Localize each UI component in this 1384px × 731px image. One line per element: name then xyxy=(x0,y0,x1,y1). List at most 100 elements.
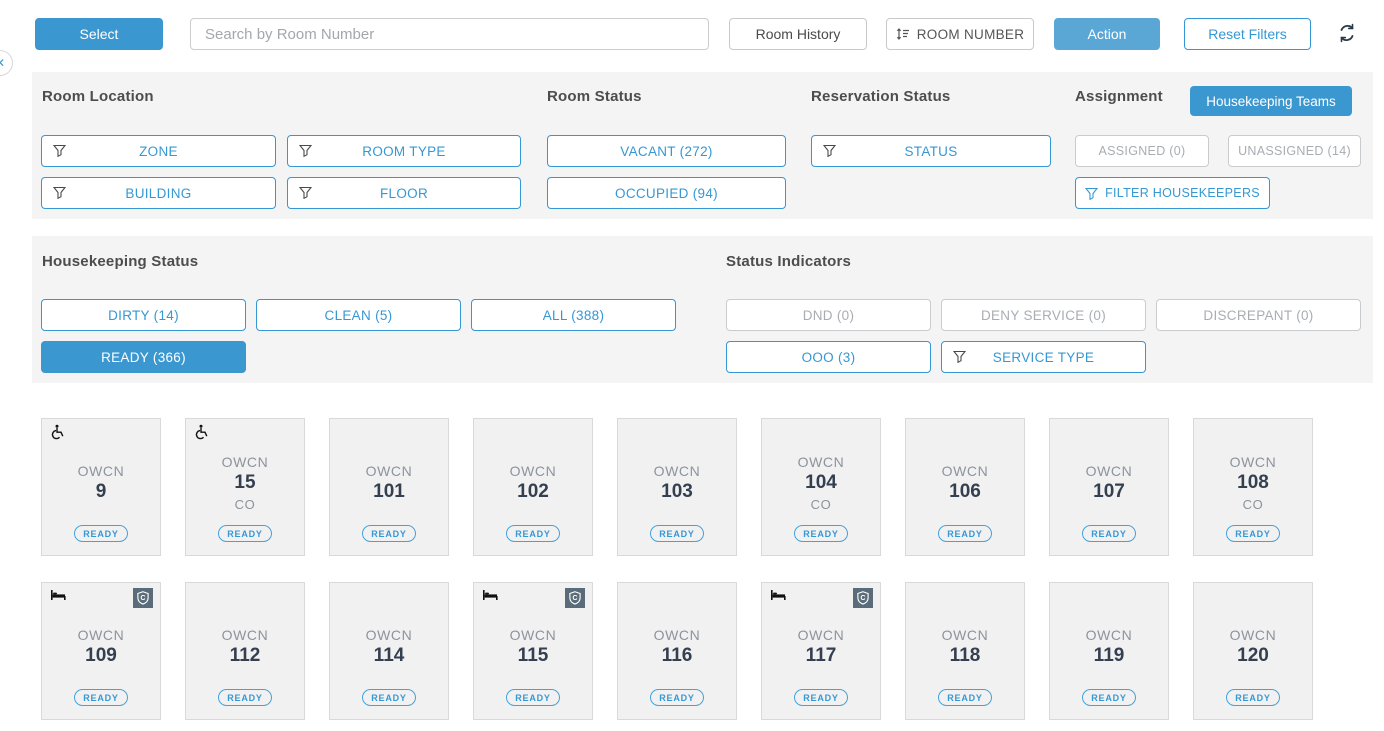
room-status-badge: READY xyxy=(1226,689,1280,706)
room-card[interactable]: C OWCN 115 READY xyxy=(473,582,593,720)
room-type-label: OWCN xyxy=(77,627,125,643)
room-type-label: OWCN xyxy=(365,463,413,479)
room-status-badge: READY xyxy=(650,525,704,542)
svg-text:C: C xyxy=(572,593,577,602)
room-status-badge: READY xyxy=(1226,525,1280,542)
room-number: 117 xyxy=(805,645,837,666)
room-card[interactable]: OWCN 9 READY xyxy=(41,418,161,556)
room-status-badge: READY xyxy=(362,525,416,542)
room-number: 15 xyxy=(234,472,256,493)
room-number: 116 xyxy=(661,645,693,666)
room-status-badge: READY xyxy=(506,689,560,706)
room-number: 118 xyxy=(949,645,981,666)
connecting-room-shield-badge: C xyxy=(853,588,873,608)
room-type-label: OWCN xyxy=(1085,463,1133,479)
room-type-label: OWCN xyxy=(653,627,701,643)
housekeeping-teams-button[interactable]: Housekeeping Teams xyxy=(1190,86,1352,116)
room-number: 102 xyxy=(517,481,549,502)
clean-filter-button[interactable]: CLEAN (5) xyxy=(256,299,461,331)
room-type-label: OWCN xyxy=(509,627,557,643)
reservation-indicator-label: CO xyxy=(234,497,256,512)
select-button[interactable]: Select xyxy=(35,18,163,50)
all-filter-button[interactable]: ALL (388) xyxy=(471,299,676,331)
status-indicators-heading: Status Indicators xyxy=(726,253,852,270)
filter-housekeepers-button[interactable]: FILTER HOUSEKEEPERS xyxy=(1075,177,1270,209)
reset-filters-button[interactable]: Reset Filters xyxy=(1184,18,1311,50)
room-number: 106 xyxy=(949,481,981,502)
room-card[interactable]: OWCN 104 CO READY xyxy=(761,418,881,556)
room-card[interactable]: OWCN 106 READY xyxy=(905,418,1025,556)
reservation-status-heading: Reservation Status xyxy=(811,88,951,105)
room-status-badge: READY xyxy=(1082,525,1136,542)
floor-filter-button[interactable]: FLOOR xyxy=(287,177,521,209)
room-number: 101 xyxy=(373,481,405,502)
funnel-icon xyxy=(52,186,67,202)
room-type-label: OWCN xyxy=(653,463,701,479)
occupied-filter-button[interactable]: OCCUPIED (94) xyxy=(547,177,786,209)
action-button[interactable]: Action xyxy=(1054,18,1160,50)
room-type-label: OWCN xyxy=(509,463,557,479)
room-number: 115 xyxy=(517,645,549,666)
room-card[interactable]: C OWCN 109 READY xyxy=(41,582,161,720)
room-card[interactable]: OWCN 120 READY xyxy=(1193,582,1313,720)
room-type-filter-button[interactable]: ROOM TYPE xyxy=(287,135,521,167)
filters-panel: Room Location ZONE ROOM TYPE BUILDING FL… xyxy=(32,72,1373,219)
room-card[interactable]: OWCN 107 READY xyxy=(1049,418,1169,556)
sort-by-room-number-button[interactable]: ROOM NUMBER xyxy=(886,18,1034,50)
reservation-indicator-label: CO xyxy=(810,497,832,512)
room-type-label: OWCN xyxy=(221,454,269,470)
status-filter-button[interactable]: STATUS xyxy=(811,135,1051,167)
room-number: 109 xyxy=(85,645,117,666)
room-card[interactable]: OWCN 108 CO READY xyxy=(1193,418,1313,556)
room-card[interactable]: OWCN 101 READY xyxy=(329,418,449,556)
room-card[interactable]: OWCN 114 READY xyxy=(329,582,449,720)
collapse-panel-button[interactable]: ✕ xyxy=(0,50,13,76)
housekeeping-status-heading: Housekeeping Status xyxy=(42,253,199,270)
room-number: 103 xyxy=(661,481,693,502)
vacant-filter-button[interactable]: VACANT (272) xyxy=(547,135,786,167)
room-number: 112 xyxy=(229,645,261,666)
room-card[interactable]: OWCN 119 READY xyxy=(1049,582,1169,720)
building-filter-button[interactable]: BUILDING xyxy=(41,177,276,209)
room-card[interactable]: OWCN 112 READY xyxy=(185,582,305,720)
funnel-icon xyxy=(952,350,967,366)
sort-icon xyxy=(896,27,910,41)
assignment-heading: Assignment xyxy=(1075,88,1163,105)
room-status-badge: READY xyxy=(74,525,128,542)
bed-icon xyxy=(482,588,499,606)
service-type-filter-button[interactable]: SERVICE TYPE xyxy=(941,341,1146,373)
room-card[interactable]: OWCN 102 READY xyxy=(473,418,593,556)
dirty-filter-button[interactable]: DIRTY (14) xyxy=(41,299,246,331)
room-card[interactable]: OWCN 103 READY xyxy=(617,418,737,556)
room-history-button[interactable]: Room History xyxy=(729,18,867,50)
funnel-icon xyxy=(52,144,67,160)
room-card[interactable]: OWCN 116 READY xyxy=(617,582,737,720)
deny-service-filter-button[interactable]: DENY SERVICE (0) xyxy=(941,299,1146,331)
close-icon: ✕ xyxy=(0,56,5,70)
svg-text:C: C xyxy=(140,593,145,602)
room-status-badge: READY xyxy=(362,689,416,706)
ooo-filter-button[interactable]: OOO (3) xyxy=(726,341,931,373)
room-type-label: OWCN xyxy=(941,627,989,643)
refresh-icon[interactable] xyxy=(1336,22,1358,44)
discrepant-filter-button[interactable]: DISCREPANT (0) xyxy=(1156,299,1361,331)
room-number: 9 xyxy=(95,481,107,502)
search-input[interactable] xyxy=(190,18,709,50)
room-status-badge: READY xyxy=(938,689,992,706)
zone-filter-button[interactable]: ZONE xyxy=(41,135,276,167)
room-card[interactable]: OWCN 118 READY xyxy=(905,582,1025,720)
room-status-badge: READY xyxy=(650,689,704,706)
room-card[interactable]: C OWCN 117 READY xyxy=(761,582,881,720)
room-card[interactable]: OWCN 15 CO READY xyxy=(185,418,305,556)
wheelchair-accessible-icon xyxy=(50,424,64,445)
ready-filter-button[interactable]: READY (366) xyxy=(41,341,246,373)
room-status-heading: Room Status xyxy=(547,88,642,105)
room-type-label: OWCN xyxy=(1085,627,1133,643)
unassigned-filter-button[interactable]: UNASSIGNED (14) xyxy=(1228,135,1361,167)
assigned-filter-button[interactable]: ASSIGNED (0) xyxy=(1075,135,1209,167)
funnel-icon xyxy=(298,186,313,202)
dnd-filter-button[interactable]: DND (0) xyxy=(726,299,931,331)
bed-icon xyxy=(50,588,67,606)
room-status-badge: READY xyxy=(1082,689,1136,706)
room-status-badge: READY xyxy=(74,689,128,706)
